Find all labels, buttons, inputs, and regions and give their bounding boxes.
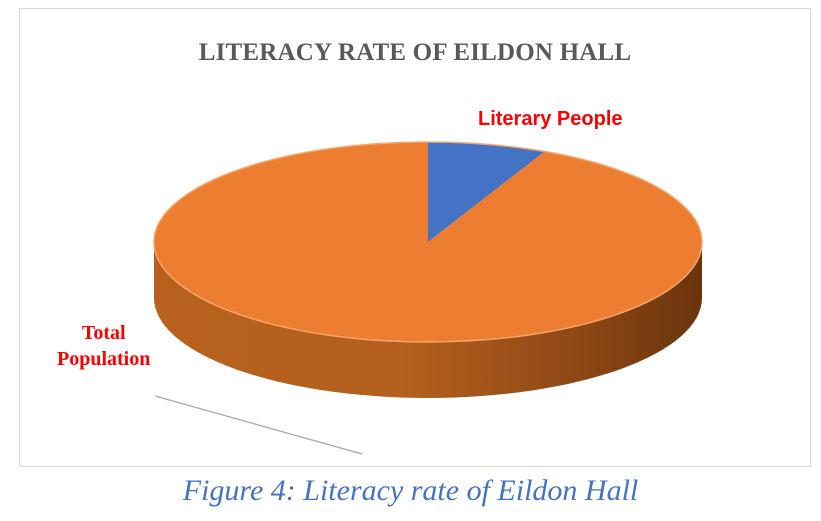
pie-side-wall	[154, 242, 702, 398]
figure-caption: Figure 4: Literacy rate of Eildon Hall	[182, 474, 639, 507]
pie-layer	[153, 141, 703, 398]
pie-rim	[153, 141, 703, 343]
label-literary-people: Literary People	[478, 108, 623, 130]
label-total-population: Total Population	[57, 320, 150, 372]
pie-slice-total-population	[153, 142, 702, 342]
total-population-leader-line	[154, 395, 363, 455]
pie-slice-literary-people	[428, 142, 545, 242]
chart-title: LITERACY RATE OF EILDON HALL	[198, 39, 632, 66]
label-total-line2: Population	[57, 348, 151, 370]
label-total-line1: Total	[81, 322, 126, 344]
